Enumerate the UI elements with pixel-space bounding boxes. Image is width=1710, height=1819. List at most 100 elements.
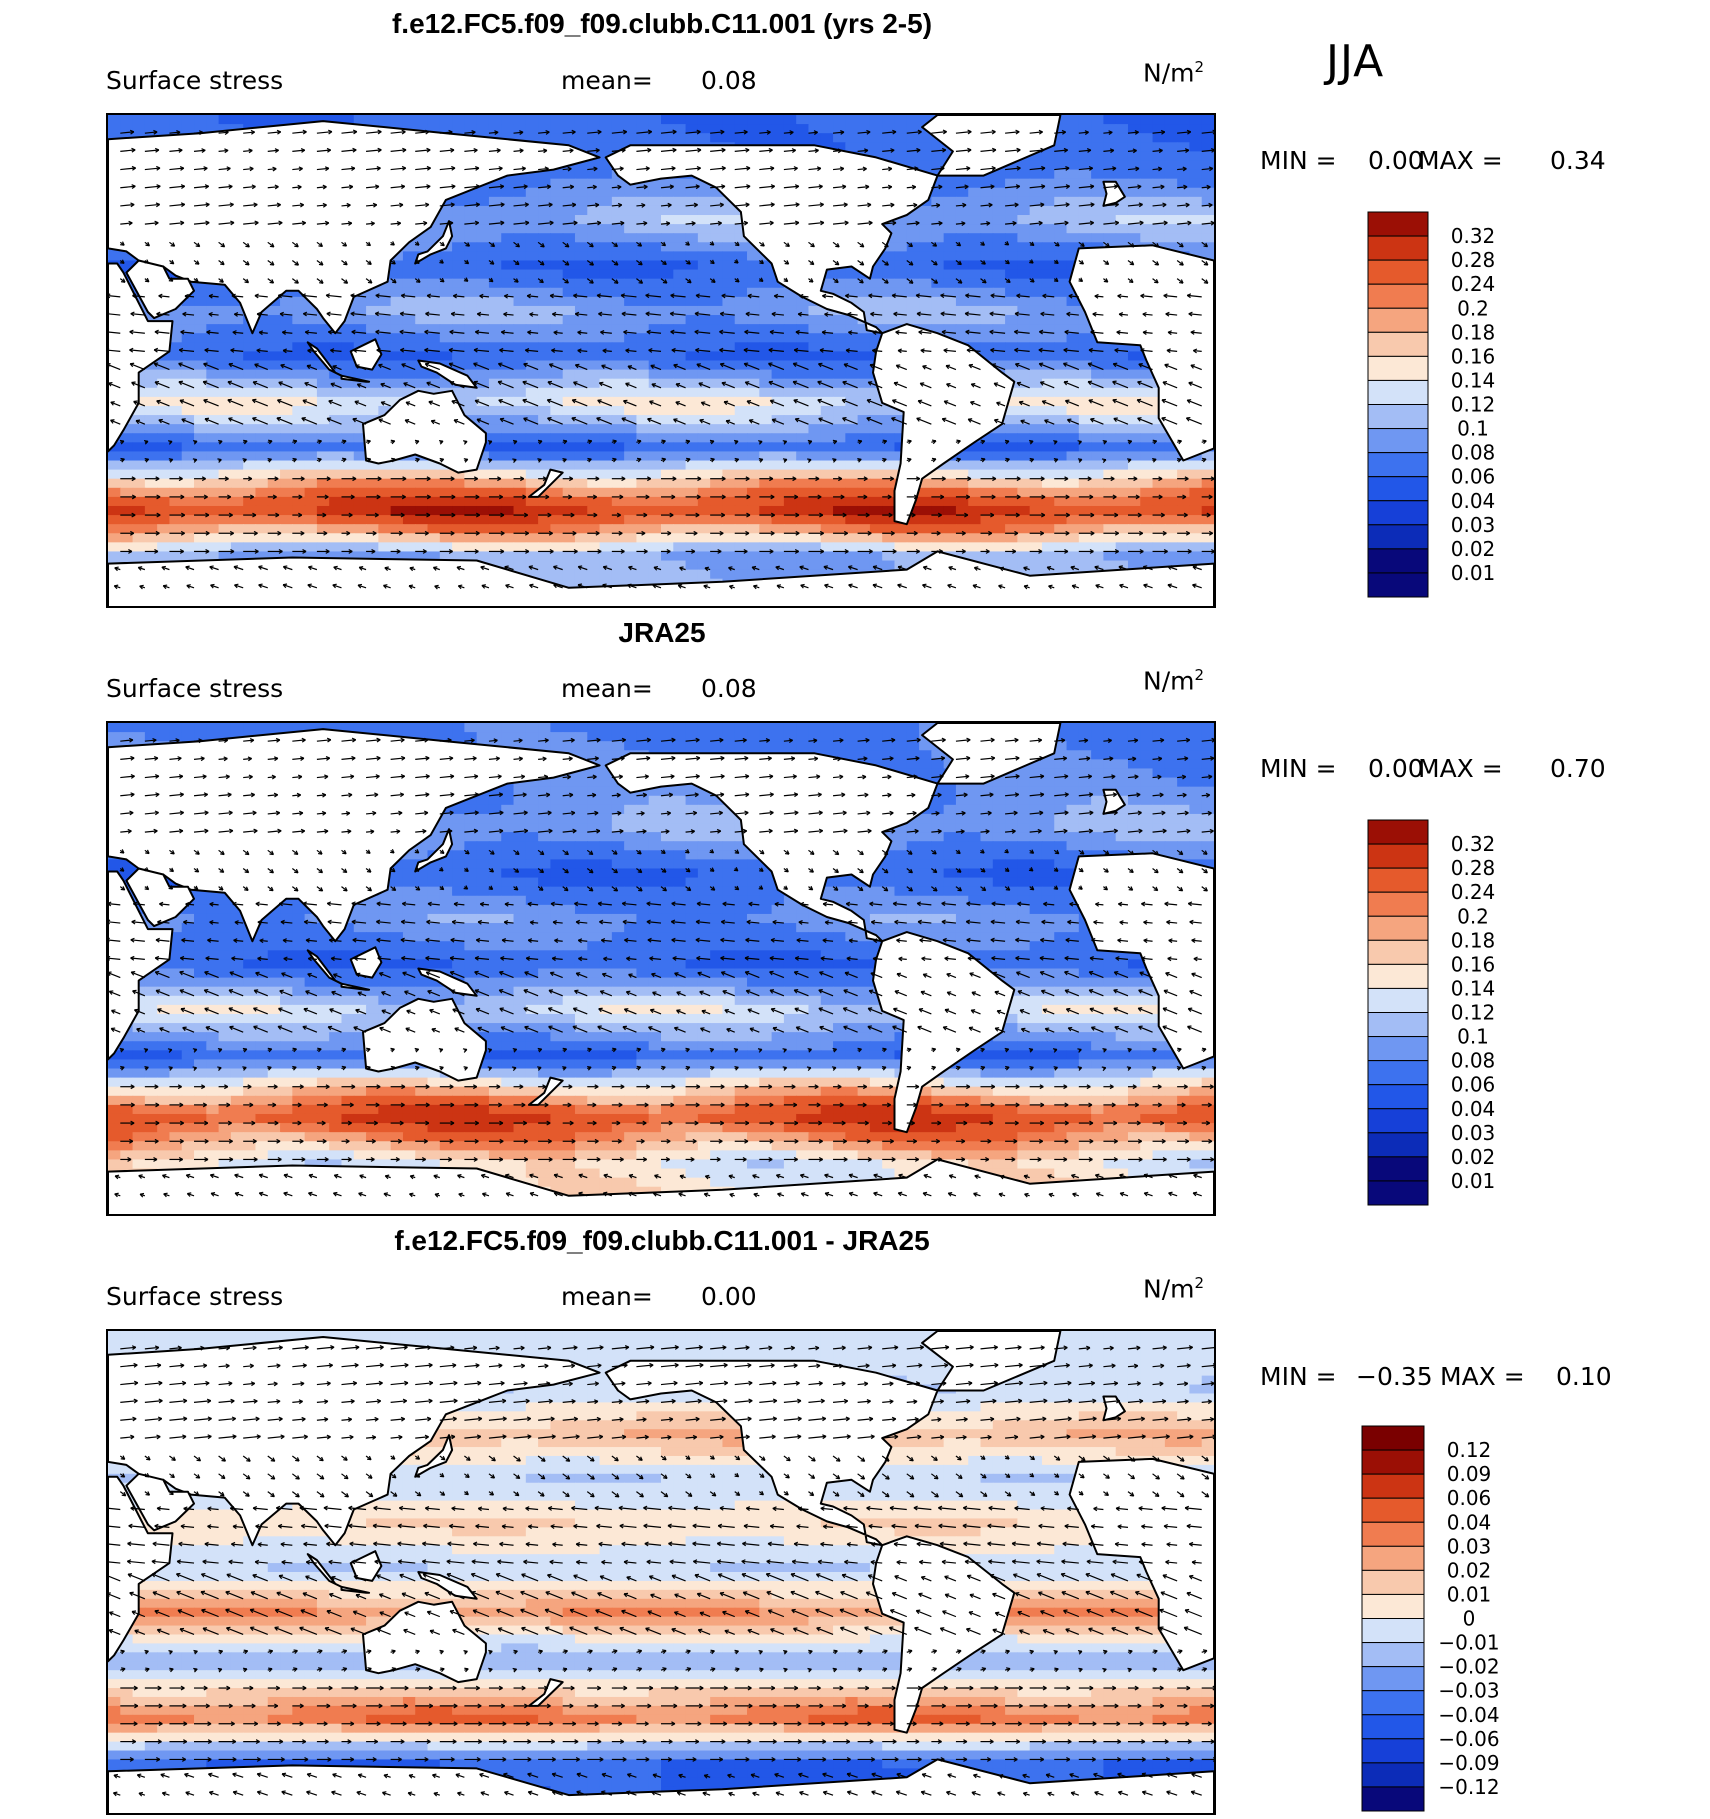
panel-1-field-cell: [1103, 424, 1117, 434]
panel-1-field-cell: [1177, 115, 1191, 125]
panel-1-field-cell: [1091, 524, 1104, 534]
panel-1-field-cell: [783, 551, 797, 562]
panel-1-field-cell: [587, 405, 601, 416]
panel-1-field-cell: [390, 378, 404, 389]
panel-1-field-cell: [710, 387, 724, 398]
panel-1-field-cell: [710, 124, 724, 134]
panel-1-field-cell: [648, 469, 662, 480]
panel-1-field-cell: [968, 315, 982, 325]
panel-1-field-cell: [710, 478, 724, 489]
panel-1-wind-vector: [857, 129, 871, 135]
panel-1-field-cell: [144, 551, 158, 562]
panel-1-field-cell: [538, 369, 551, 380]
panel-1-field-cell: [464, 396, 478, 407]
panel-1-field-cell: [968, 178, 982, 189]
panel-1-field-cell: [734, 524, 748, 534]
panel-1-field-cell: [992, 187, 1006, 198]
panel-1-field-cell: [808, 433, 822, 443]
panel-1-field-cell: [304, 524, 318, 534]
panel-1-field-cell: [1017, 296, 1031, 307]
panel-1-field-cell: [1164, 496, 1178, 507]
panel-1-field-cell: [734, 278, 748, 289]
panel-1-field-cell: [636, 369, 650, 380]
panel-1-field-cell: [525, 242, 539, 252]
panel-1-field-cell: [194, 124, 207, 134]
panel-1-field-cell: [280, 387, 293, 398]
panel-1-field-cell: [722, 442, 736, 453]
panel-1-field-cell: [1177, 187, 1191, 198]
panel-1-field-cell: [120, 533, 134, 543]
panel-1-field-cell: [1115, 515, 1129, 525]
panel-1-field-cell: [452, 342, 465, 353]
panel-1-wind-vector: [587, 129, 602, 135]
panel-1-field-cell: [955, 215, 969, 225]
panel-1-field-cell: [869, 415, 883, 425]
panel-1-wind-vector: [587, 148, 600, 153]
panel-1-field-cell: [783, 360, 797, 371]
panel-1-field-cell: [1127, 115, 1141, 125]
panel-1-field-cell: [1017, 369, 1031, 380]
panel-1-field-cell: [992, 224, 1006, 234]
panel-1-field-cell: [919, 142, 932, 152]
panel-1-field-cell: [710, 333, 724, 343]
panel-1-field-cell: [550, 178, 564, 189]
panel-1-field-cell: [661, 333, 674, 343]
panel-1-field-cell: [968, 542, 982, 553]
panel-1-field-cell: [476, 460, 490, 471]
panel-1-field-cell: [230, 551, 244, 562]
panel-1-field-cell: [280, 378, 293, 389]
panel-1-field-cell: [697, 360, 711, 371]
panel-1-field-cell: [1115, 478, 1129, 489]
panel-1-wind-vector: [1005, 129, 1020, 135]
panel-1-field-cell: [415, 551, 429, 562]
panel-1-field-cell: [599, 551, 613, 562]
panel-1-field-cell: [562, 569, 576, 580]
panel-1-field-cell: [181, 405, 195, 416]
panel-1-field-cell: [648, 496, 662, 507]
panel-1-field-cell: [710, 433, 724, 443]
panel-1-field-cell: [857, 124, 871, 134]
panel-1-field-cell: [316, 405, 330, 416]
panel-1-field-cell: [1127, 224, 1141, 234]
panel-1-field-cell: [194, 396, 207, 407]
panel-1-field-cell: [759, 505, 773, 516]
panel-1-field-cell: [1177, 542, 1191, 553]
panel-1-field-cell: [1017, 451, 1031, 462]
panel-1-field-cell: [574, 351, 588, 362]
panel-1-field-cell: [955, 469, 969, 480]
panel-1-field-cell: [120, 524, 134, 534]
panel-1-field-cell: [1029, 460, 1043, 471]
panel-1-field-cell: [869, 515, 883, 525]
panel-1-field-cell: [550, 405, 564, 416]
panel-1-field-cell: [599, 333, 613, 343]
panel-1-field-cell: [415, 296, 429, 307]
panel-1-field-cell: [218, 433, 232, 443]
panel-1-field-cell: [980, 269, 994, 280]
panel-1-field-cell: [931, 515, 945, 525]
panel-1-field-cell: [894, 524, 908, 534]
panel-1-field-cell: [771, 442, 785, 453]
panel-1-field-cell: [771, 115, 785, 125]
panel-1-field-cell: [1164, 124, 1178, 134]
panel-1-field-cell: [894, 233, 908, 243]
panel-1-field-cell: [845, 115, 859, 125]
panel-1-field-cell: [759, 342, 773, 353]
panel-1-field-cell: [267, 424, 281, 434]
panel-1-field-cell: [427, 305, 441, 316]
panel-1-field-cell: [525, 187, 539, 198]
panel-1-field-cell: [243, 378, 257, 389]
panel-1-field-cell: [206, 378, 220, 389]
panel-1-wind-vector: [636, 166, 650, 171]
panel-1-field-cell: [415, 260, 429, 271]
panel-1-field-cell: [402, 533, 416, 543]
panel-1-field-cell: [697, 505, 711, 516]
panel-1-field-cell: [574, 260, 588, 271]
panel-1-field-cell: [1029, 215, 1043, 225]
panel-1-field-cell: [341, 360, 355, 371]
panel-1-field-cell: [734, 315, 748, 325]
panel-1-field-cell: [218, 460, 232, 471]
panel-1-field-cell: [1115, 369, 1129, 380]
panel-1-field-cell: [833, 505, 846, 516]
panel-1-field-cell: [722, 351, 736, 362]
panel-1-field-cell: [882, 151, 896, 162]
